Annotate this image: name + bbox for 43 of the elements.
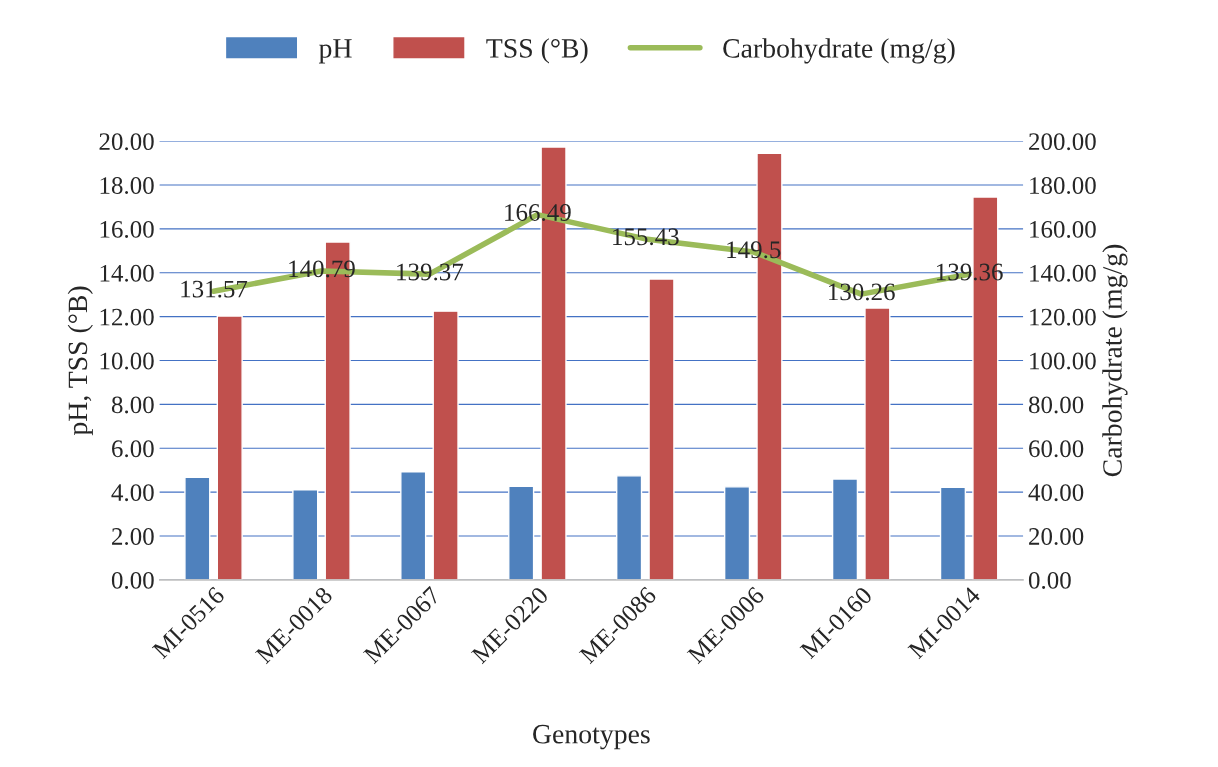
data-label: 149.5 [727, 241, 781, 259]
y2-tick-label: 0.00 [1028, 571, 1071, 589]
legend-label: TSS (°B) [486, 38, 588, 64]
legend-label: Carbohydrate (mg/g) [723, 38, 955, 64]
y2-tick-label: 60.00 [1029, 440, 1084, 458]
y-tick-label: 4.00 [111, 484, 154, 502]
data-label: 139.36 [936, 263, 1003, 281]
bar [216, 315, 243, 580]
y-tick-label: 18.00 [100, 177, 154, 195]
bar [939, 486, 967, 580]
y-tick-label: 20.00 [99, 133, 154, 151]
bar [508, 485, 535, 580]
bar [292, 489, 319, 580]
y-tick-label: 16.00 [100, 220, 154, 238]
legend-label: pH [318, 39, 352, 64]
bar [723, 486, 751, 580]
y-tick-label: 14.00 [100, 264, 154, 282]
bar [831, 478, 859, 580]
y2-tick-label: 80.00 [1028, 396, 1084, 414]
x-axis-title: Genotypes [533, 724, 650, 750]
y2-axis-title: Carbohydrate (mg/g) [1102, 244, 1128, 477]
bar [184, 476, 211, 580]
y2-tick-label: 160.00 [1030, 220, 1096, 238]
bar [648, 278, 675, 580]
bar [432, 310, 459, 580]
y2-tick-label: 100.00 [1030, 352, 1096, 370]
y-tick-label: 6.00 [112, 440, 154, 458]
y-axis-title: pH, TSS (°B) [67, 286, 93, 436]
y-tick-label: 0.00 [111, 571, 154, 589]
bar [864, 307, 891, 580]
y-tick-label: 2.00 [112, 528, 154, 546]
y2-tick-label: 20.00 [1029, 528, 1084, 546]
y2-tick-label: 200.00 [1029, 133, 1096, 151]
y-tick-label: 10.00 [100, 352, 154, 370]
y2-tick-label: 140.00 [1030, 264, 1096, 282]
bar [400, 471, 427, 580]
y2-tick-label: 40.00 [1028, 484, 1084, 502]
y-tick-label: 8.00 [111, 396, 154, 414]
data-label: 140.79 [289, 260, 355, 278]
y2-tick-label: 180.00 [1030, 177, 1096, 195]
y2-tick-label: 120.00 [1030, 308, 1096, 326]
bar [616, 475, 643, 580]
y-tick-label: 12.00 [100, 308, 154, 326]
